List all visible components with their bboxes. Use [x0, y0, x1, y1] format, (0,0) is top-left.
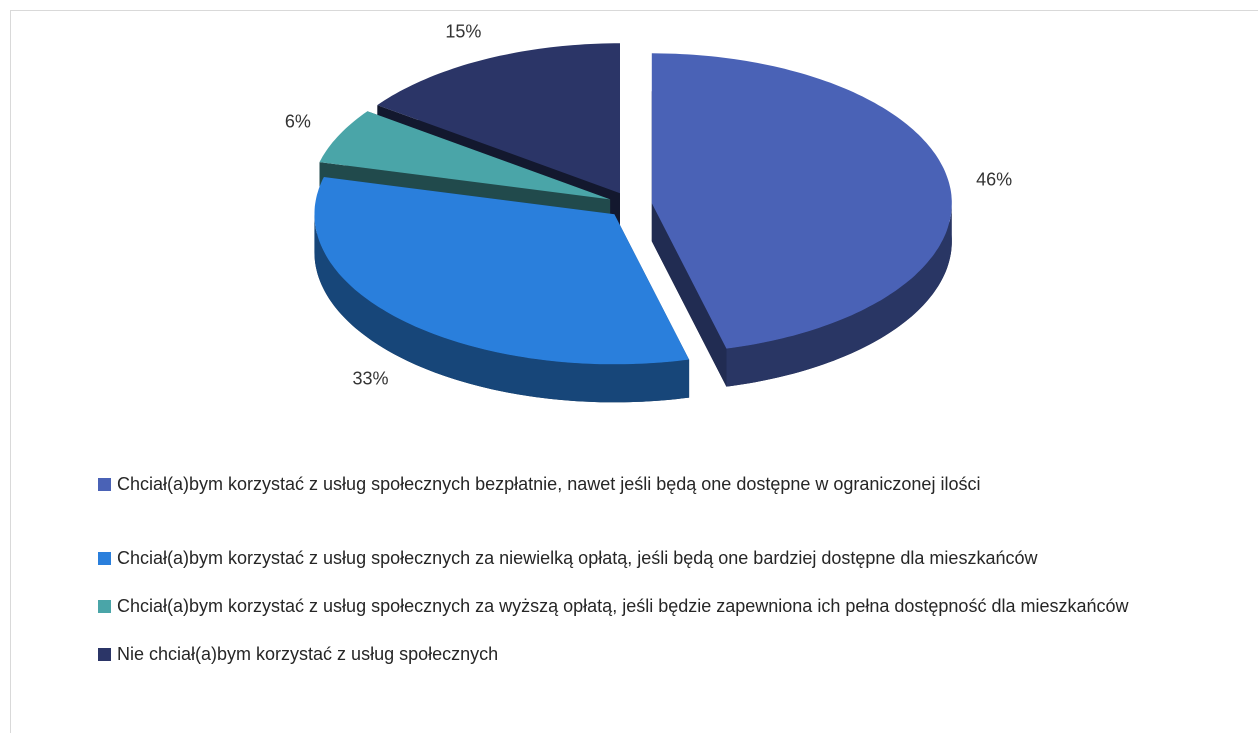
legend-swatch — [98, 478, 111, 491]
data-label: 33% — [352, 368, 388, 388]
legend-label: Chciał(a)bym korzystać z usług społeczny… — [117, 596, 1129, 616]
legend-swatch — [98, 600, 111, 613]
chart-frame — [10, 10, 1258, 733]
legend-item: Nie chciał(a)bym korzystać z usług społe… — [98, 640, 1208, 668]
slice-wall — [651, 203, 727, 387]
legend-item: Chciał(a)bym korzystać z usług społeczny… — [98, 592, 1208, 620]
legend-item: Chciał(a)bym korzystać z usług społeczny… — [98, 544, 1208, 572]
data-label: 15% — [445, 22, 481, 42]
data-label: 46% — [976, 170, 1012, 190]
data-label: 6% — [285, 111, 311, 131]
legend-label: Nie chciał(a)bym korzystać z usług społe… — [117, 644, 499, 664]
legend-item: Chciał(a)bym korzystać z usług społeczny… — [98, 470, 1208, 498]
legend-swatch — [98, 648, 111, 661]
legend-label: Chciał(a)bym korzystać z usług społeczny… — [117, 548, 1038, 568]
slice — [314, 177, 690, 365]
slice — [377, 43, 620, 194]
legend: Chciał(a)bym korzystać z usług społeczny… — [98, 470, 1208, 668]
slice-side — [314, 214, 690, 403]
slice-side — [726, 203, 952, 387]
chart: 46% 33% 6% 15% — [285, 22, 1012, 403]
legend-swatch — [98, 552, 111, 565]
slice — [651, 53, 952, 349]
legend-label: Chciał(a)bym korzystać z usług społeczny… — [117, 474, 981, 494]
slice — [319, 111, 611, 200]
